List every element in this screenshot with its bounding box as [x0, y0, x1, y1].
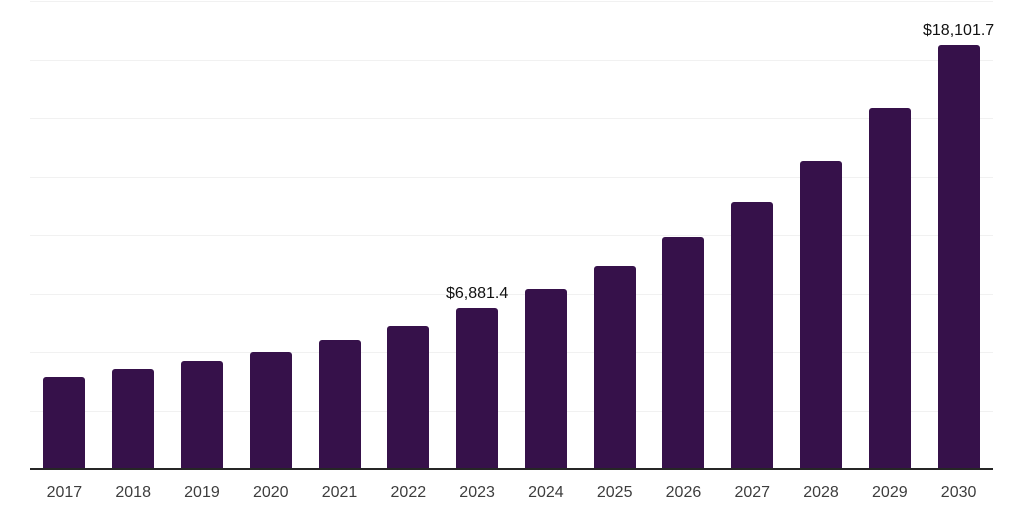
x-tick-label: 2020 — [252, 484, 289, 501]
bar — [731, 202, 774, 470]
bar — [800, 160, 843, 470]
x-tick-label: 2017 — [46, 484, 83, 501]
bar — [593, 266, 636, 470]
gridline — [30, 176, 993, 178]
gridline — [30, 1, 993, 2]
x-tick-label: 2030 — [940, 484, 977, 501]
gridline — [30, 293, 993, 295]
bar — [868, 108, 911, 470]
bar — [112, 369, 155, 470]
x-axis-line — [30, 468, 993, 470]
bar — [180, 360, 223, 470]
bar — [43, 376, 86, 470]
bar — [937, 45, 980, 470]
bar — [524, 289, 567, 470]
x-tick-label: 2025 — [596, 484, 633, 501]
gridline — [30, 352, 993, 354]
x-tick-label: 2028 — [803, 484, 839, 501]
bar — [456, 308, 499, 470]
x-tick-label: 2019 — [184, 484, 220, 501]
x-tick-label: 2023 — [459, 484, 495, 501]
bar-value-label: $18,101.7 — [923, 22, 995, 40]
x-tick-label: 2022 — [390, 484, 427, 501]
bar — [662, 237, 705, 470]
bar — [318, 340, 361, 470]
x-tick-label: 2026 — [665, 484, 702, 501]
bar — [249, 351, 292, 470]
gridline — [30, 59, 993, 61]
x-tick-label: 2027 — [734, 484, 771, 501]
bar — [387, 325, 430, 470]
bar-value-label: $6,881.4 — [445, 285, 509, 303]
x-tick-label: 2029 — [872, 484, 908, 501]
gridline — [30, 410, 993, 412]
x-tick-label: 2021 — [321, 484, 358, 501]
gridline — [30, 118, 993, 120]
gridline — [30, 235, 993, 237]
x-tick-label: 2018 — [115, 484, 151, 501]
x-tick-label: 2024 — [528, 484, 564, 501]
